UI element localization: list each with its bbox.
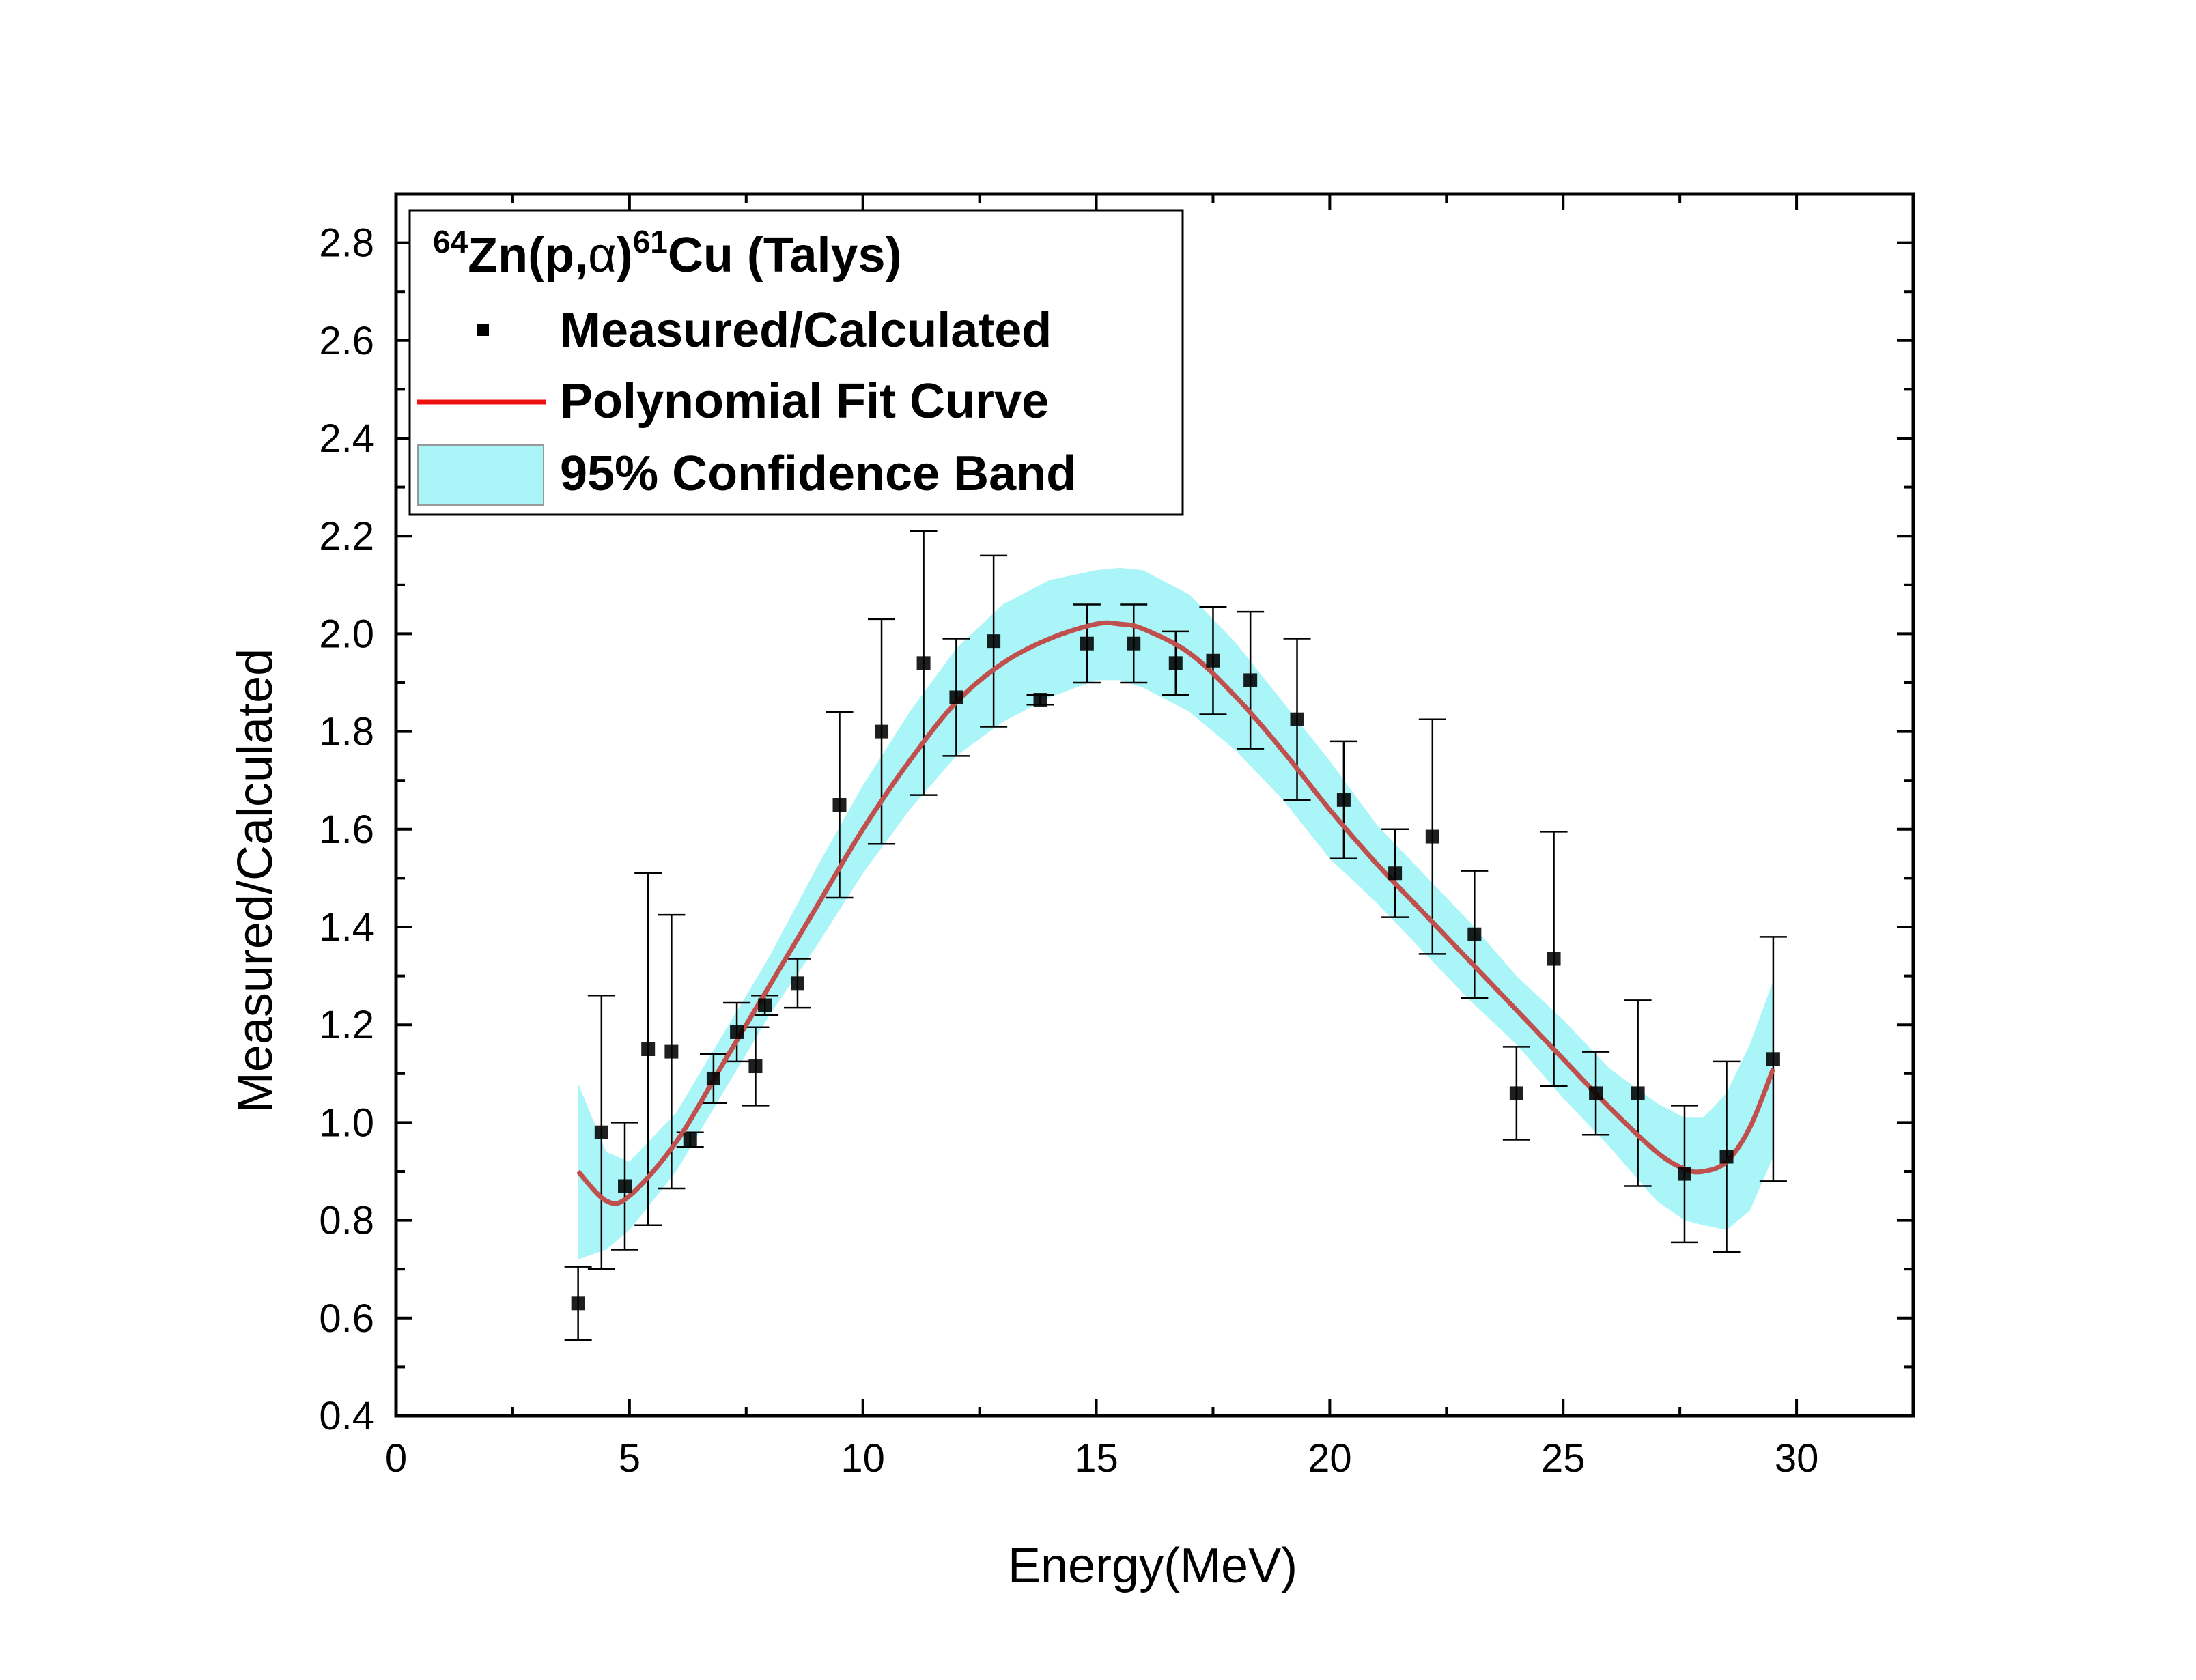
confidence-band [578, 567, 1773, 1259]
data-point [832, 798, 847, 812]
data-point [1719, 1150, 1734, 1164]
data-point [748, 1059, 763, 1074]
data-point [594, 1125, 608, 1139]
legend-entry-measured: Measured/Calculated [560, 303, 1052, 358]
legend-title-sup-61: 61 [633, 224, 668, 259]
data-point [1467, 927, 1482, 941]
tick-labels-layer: 0 5 10 15 20 25 30 0.4 0.6 0.8 1.0 1.2 1.4 1.6 1.8 2.0 2… [319, 221, 1818, 1481]
y-tick-label: 1.0 [319, 1100, 374, 1145]
plot-frame [394, 192, 1915, 1418]
data-point [641, 1042, 656, 1056]
x-tick-label: 10 [841, 1436, 885, 1481]
x-tick-label: 30 [1775, 1436, 1819, 1481]
x-tick-label: 25 [1541, 1436, 1586, 1481]
data-point [664, 1044, 679, 1059]
confidence-band-layer [578, 567, 1773, 1259]
x-tick-label: 5 [619, 1436, 640, 1481]
data-point [758, 998, 772, 1012]
data-point [1168, 656, 1183, 670]
legend-entry-fit: Polynomial Fit Curve [560, 374, 1049, 429]
data-point [1336, 793, 1351, 807]
data-point [1677, 1167, 1691, 1181]
y-tick-label: 2.0 [319, 612, 374, 656]
legend-title-sup-64: 64 [433, 224, 468, 259]
data-point [1547, 952, 1561, 966]
data-point [1766, 1052, 1780, 1066]
data-point [1425, 829, 1439, 844]
data-point [1080, 636, 1094, 651]
y-axis-title: Measured/Calculated [228, 649, 283, 1113]
data-point [1509, 1086, 1523, 1100]
y-tick-label: 2.4 [319, 416, 374, 461]
legend-point-marker [477, 324, 489, 336]
y-tick-label: 2.6 [319, 319, 374, 363]
y-tick-label: 0.6 [319, 1296, 374, 1341]
x-tick-label: 0 [385, 1436, 407, 1481]
legend-title: 64Zn(p,α)61Cu (Talys) [433, 224, 902, 283]
y-tick-label: 1.6 [319, 808, 374, 852]
data-points-layer [571, 634, 1780, 1311]
legend-title-alpha: α [588, 228, 617, 283]
data-point [730, 1025, 744, 1039]
x-axis-title: Energy(MeV) [1008, 1539, 1297, 1593]
legend-band-swatch [417, 444, 544, 506]
legend-entry-band: 95% Confidence Band [560, 446, 1076, 501]
fit-curve-layer [576, 620, 1776, 1206]
data-point [987, 634, 1001, 649]
legend-title-zn: Zn(p, [468, 228, 588, 283]
y-tick-label: 2.2 [319, 514, 374, 558]
y-tick-label: 0.8 [319, 1199, 374, 1243]
data-point [1290, 712, 1304, 726]
y-tick-label: 2.8 [319, 221, 374, 266]
data-point [571, 1296, 585, 1311]
data-point [1243, 673, 1258, 687]
data-point [1631, 1086, 1645, 1100]
data-point [683, 1133, 697, 1147]
legend: 64Zn(p,α)61Cu (Talys) Measured/Calculate… [408, 209, 1184, 516]
fit-curve [576, 620, 1776, 1206]
y-tick-label: 1.4 [319, 905, 374, 950]
x-tick-label: 20 [1308, 1436, 1352, 1481]
y-tick-label: 0.4 [319, 1394, 374, 1438]
data-point [1033, 693, 1047, 707]
y-tick-label: 1.8 [319, 710, 374, 754]
data-point [875, 724, 889, 739]
data-point [1206, 653, 1220, 668]
data-point [949, 690, 963, 704]
data-point [790, 976, 804, 991]
data-point [1388, 866, 1403, 881]
x-tick-label: 15 [1074, 1436, 1118, 1481]
data-point [1127, 636, 1141, 651]
error-bars-layer [564, 530, 1787, 1341]
data-point [706, 1071, 720, 1085]
legend-title-close: ) [617, 228, 633, 283]
data-point [916, 656, 931, 670]
y-tick-label: 1.2 [319, 1003, 374, 1047]
data-point [1589, 1086, 1603, 1100]
data-point [618, 1179, 632, 1193]
legend-title-cu: Cu (Talys) [668, 228, 902, 283]
